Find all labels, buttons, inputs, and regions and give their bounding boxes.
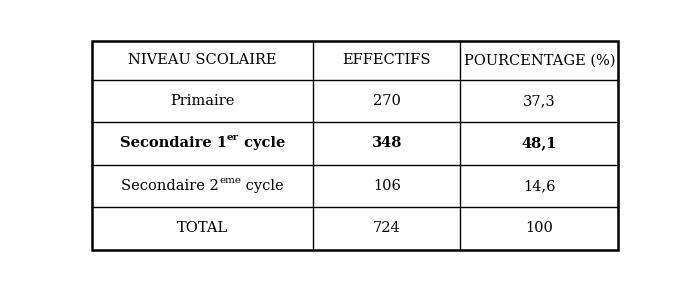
Text: er: er (227, 133, 239, 143)
Text: cycle: cycle (241, 179, 283, 193)
Text: 106: 106 (373, 179, 401, 193)
Text: Primaire: Primaire (170, 94, 235, 108)
Text: 37,3: 37,3 (523, 94, 556, 108)
Text: 100: 100 (525, 221, 553, 235)
Text: eme: eme (219, 176, 241, 185)
Text: EFFECTIFS: EFFECTIFS (342, 54, 431, 67)
Text: Secondaire 1: Secondaire 1 (120, 137, 227, 151)
Text: 724: 724 (373, 221, 401, 235)
Text: NIVEAU SCOLAIRE: NIVEAU SCOLAIRE (128, 54, 277, 67)
Text: 14,6: 14,6 (523, 179, 556, 193)
Text: cycle: cycle (239, 137, 286, 151)
Text: TOTAL: TOTAL (177, 221, 228, 235)
Text: POURCENTAGE (%): POURCENTAGE (%) (464, 54, 615, 67)
Text: 270: 270 (373, 94, 401, 108)
Text: Secondaire 2: Secondaire 2 (121, 179, 219, 193)
Text: 348: 348 (371, 137, 402, 151)
Text: 48,1: 48,1 (522, 137, 557, 151)
